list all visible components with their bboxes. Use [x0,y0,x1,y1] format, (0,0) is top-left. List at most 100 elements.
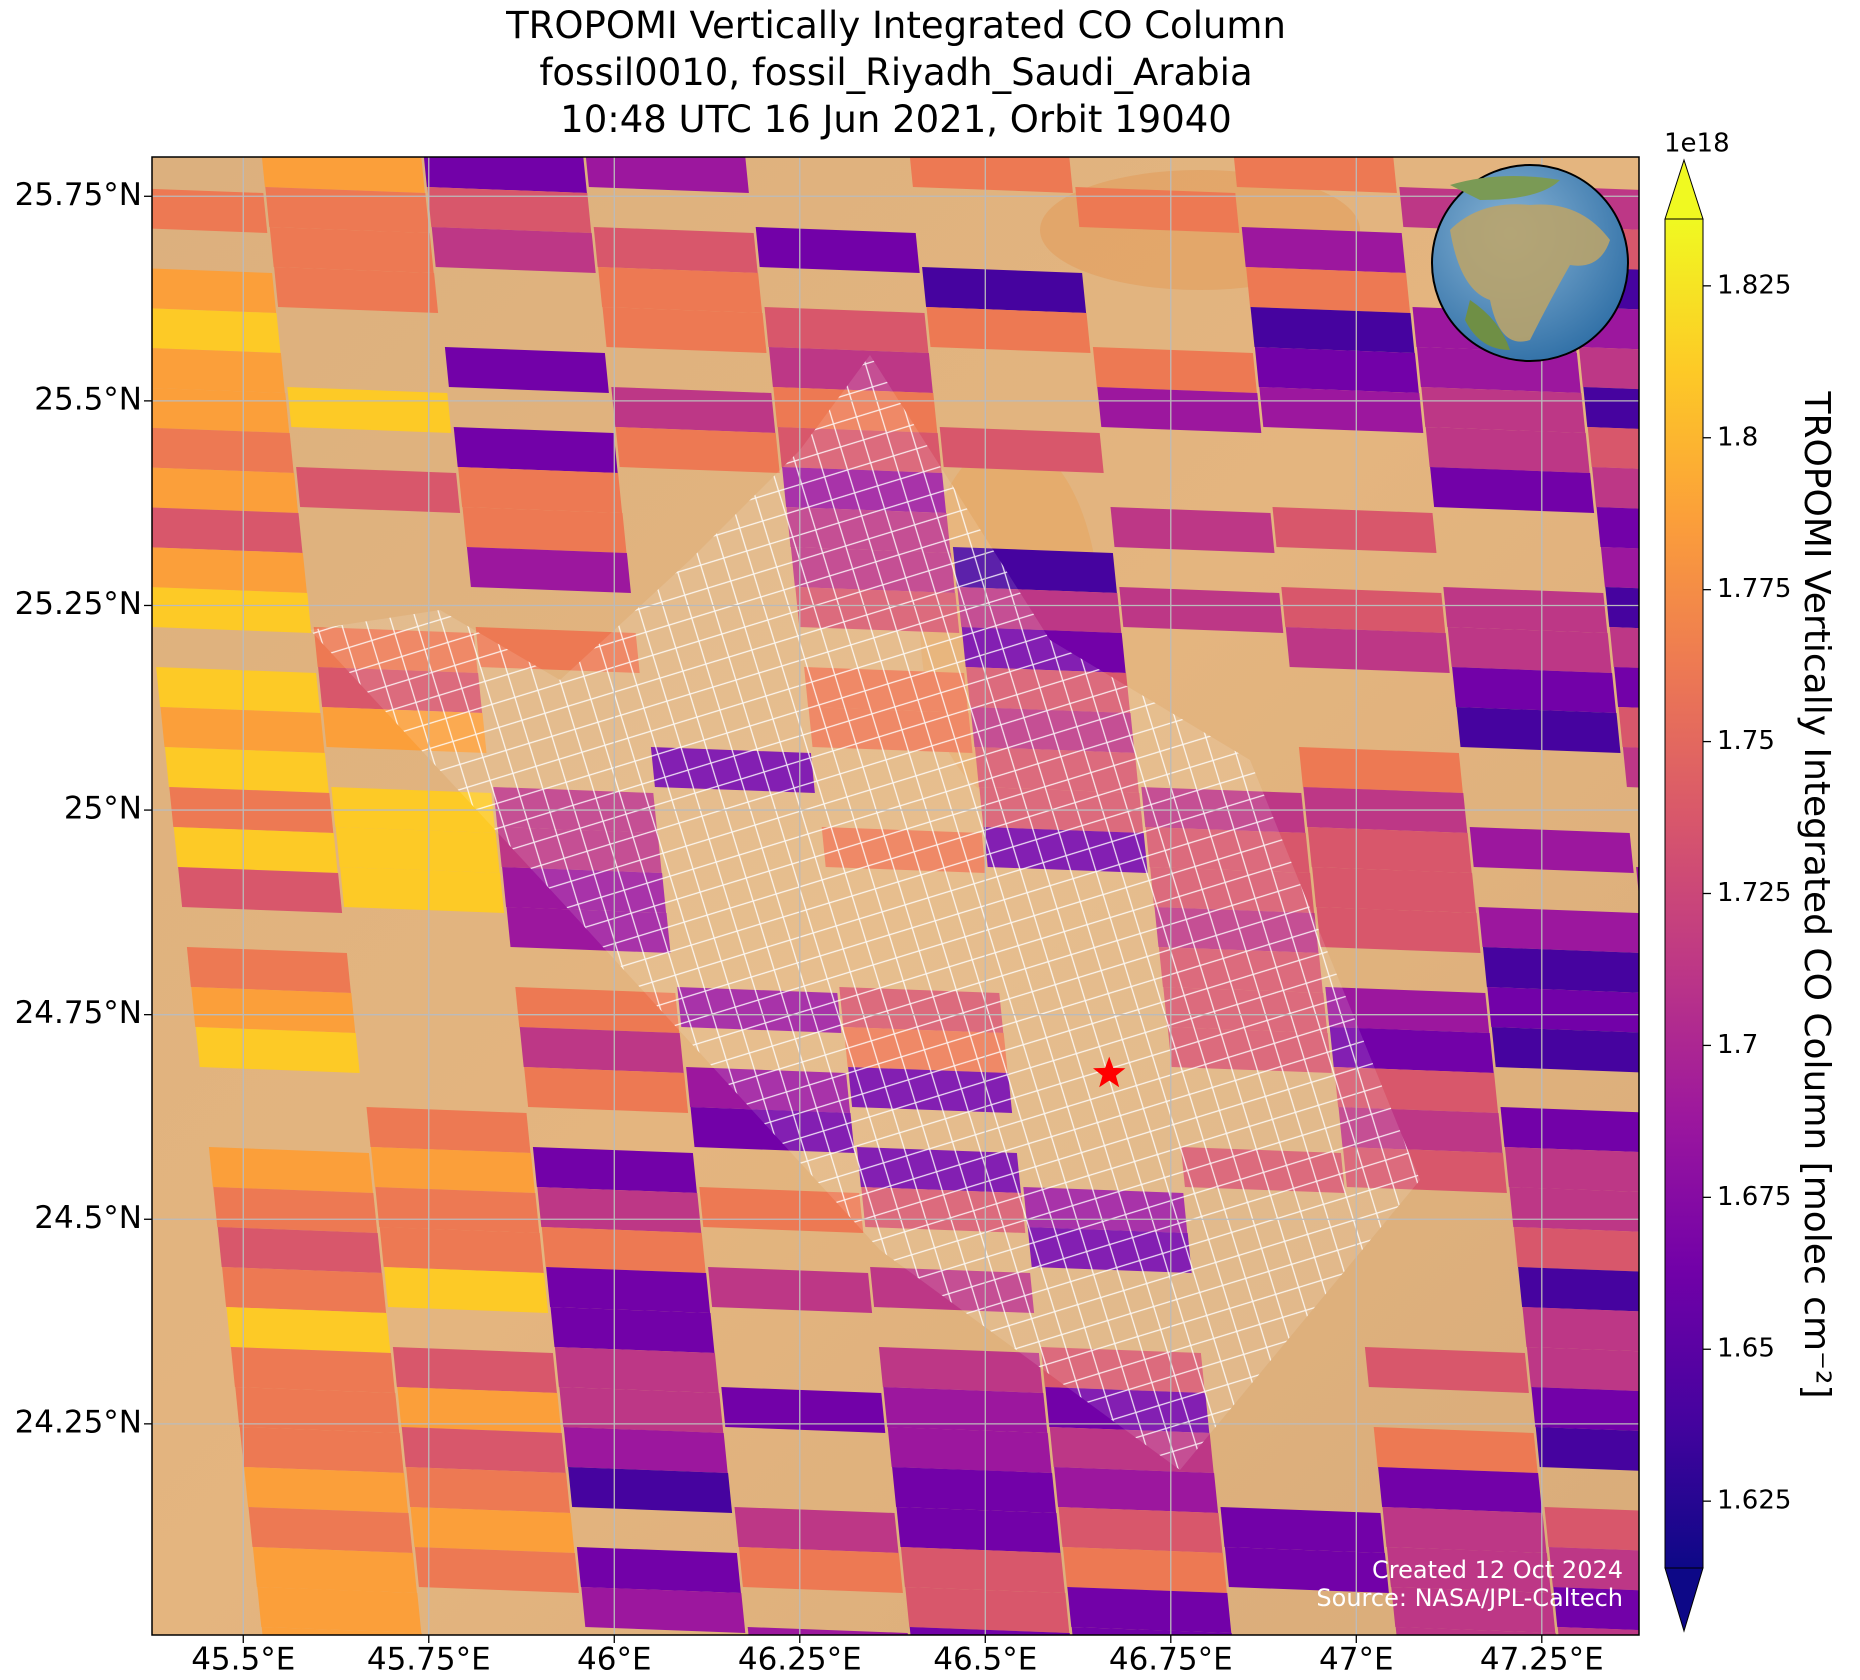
co-pixel [537,1187,702,1233]
y-tick-label: 24.25°N [15,1404,142,1440]
co-pixel [1578,347,1639,390]
co-pixel [1220,1507,1385,1553]
co-pixel [896,1507,1061,1553]
co-pixel [563,1427,728,1473]
co-pixel [173,827,338,873]
co-pixel [1097,387,1262,433]
co-pixel [1509,1187,1639,1232]
co-pixel [287,387,452,433]
co-pixel [1054,1467,1219,1513]
co-pixel [217,1227,382,1273]
co-pixel [1281,587,1446,633]
co-pixel [755,227,920,273]
co-pixel [909,1627,1070,1635]
colorbar-extend-min [1664,1567,1704,1633]
co-pixel [541,1227,706,1273]
y-tick-label: 24.75°N [15,995,142,1031]
colorbar-label: TROPOMI Vertically Integrated CO Column … [1796,390,1837,1398]
co-pixel [883,1387,1048,1433]
co-pixel [515,987,680,1033]
co-pixel [1583,387,1639,429]
co-pixel [887,1427,1052,1473]
colorbar-tick-label: 1.725 [1717,878,1791,908]
colorbar-extend-max [1664,158,1704,220]
source-note: Source: NASA/JPL-Caltech [1316,1584,1623,1612]
co-pixel [738,1547,903,1593]
co-pixel [152,188,268,233]
co-pixel [708,1267,873,1313]
co-pixel [453,427,618,473]
co-pixel [248,1507,413,1553]
co-pixel [244,1467,409,1513]
co-pixel [1600,547,1639,589]
co-pixel [226,1307,391,1353]
co-pixel [1447,627,1612,673]
co-pixel [444,347,609,393]
co-pixel [265,187,430,233]
co-pixel [1373,1427,1538,1473]
colorbar-offset: 1e18 [1664,129,1730,159]
colorbar-tick-label: 1.65 [1717,1334,1775,1364]
co-pixel [598,267,763,313]
co-pixel [1715,1587,1860,1633]
co-pixel [764,307,929,353]
co-pixel [1491,1027,1639,1073]
co-pixel [892,1467,1057,1513]
co-pixel [1614,667,1639,708]
co-pixel [186,947,351,993]
co-pixel [1285,627,1450,673]
co-pixel [1587,427,1639,469]
x-tick-label: 46°E [577,1642,652,1678]
co-pixel [1504,1147,1639,1192]
co-pixel [340,867,505,913]
co-pixel [1522,1307,1639,1352]
co-pixel [239,1427,404,1473]
co-pixel [1421,387,1586,433]
co-pixel [406,1467,571,1513]
co-pixel [160,707,325,753]
co-pixel [546,1267,711,1313]
co-pixel [1119,587,1284,633]
co-pixel [734,1507,899,1553]
co-pixel [1298,747,1463,793]
co-pixel [1058,1507,1223,1553]
co-pixel [581,1587,746,1633]
co-pixel [1592,467,1639,509]
co-pixel [252,1547,417,1593]
co-pixel [1482,947,1639,993]
co-pixel [1246,267,1411,313]
co-pixel [152,348,285,393]
co-pixel [1364,1347,1529,1393]
co-pixel [568,1467,733,1513]
co-pixel [721,1387,886,1433]
co-pixel [1518,1267,1639,1312]
co-pixel [274,267,439,313]
co-pixel [257,1587,422,1633]
co-pixel [375,1187,540,1233]
co-pixel [1698,1427,1860,1473]
co-pixel [414,1547,579,1593]
co-pixel [1075,187,1240,233]
co-pixel [1233,157,1397,193]
colorbar-tick-label: 1.7 [1717,1030,1758,1060]
x-tick-label: 45.75°E [367,1642,491,1678]
co-pixel [1250,307,1415,353]
co-pixel [235,1387,400,1433]
co-pixel [208,1147,373,1193]
y-tick-label: 25.75°N [15,177,142,213]
colorbar-tick-label: 1.825 [1717,270,1791,300]
co-pixel [905,1587,1070,1633]
co-pixel [1241,227,1406,273]
co-pixel [1425,427,1590,473]
co-pixel [384,1267,549,1313]
co-pixel [366,1107,531,1153]
co-pixel [296,467,461,513]
co-pixel [922,267,1087,313]
co-pixel [152,268,277,313]
created-note: Created 12 Oct 2024 [1372,1556,1623,1584]
co-pixel [1487,987,1639,1033]
co-pixel [1312,867,1477,913]
co-pixel [1067,1587,1232,1633]
co-pixel [611,387,776,433]
